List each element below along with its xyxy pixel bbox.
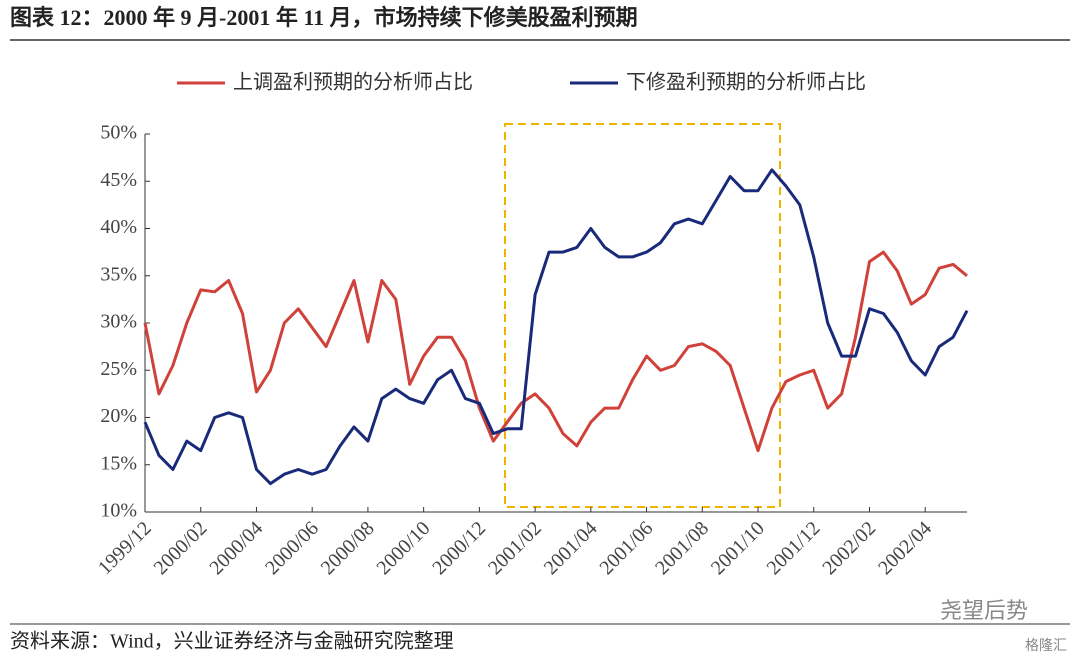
x-tick-label: 2001/06 <box>595 517 657 579</box>
y-tick-label: 30% <box>100 311 137 333</box>
y-tick-label: 25% <box>100 358 137 380</box>
x-tick-label: 2001/12 <box>763 517 825 579</box>
watermark: 尧望后势 <box>940 599 1028 624</box>
y-tick-label: 40% <box>100 216 137 238</box>
x-tick-label: 2001/10 <box>707 517 769 579</box>
y-tick-label: 45% <box>100 169 137 191</box>
x-tick-label: 1999/12 <box>94 517 156 579</box>
y-tick-label: 35% <box>100 263 137 285</box>
source: 资料来源：Wind，兴业证券经济与金融研究院整理 <box>10 630 454 653</box>
series-line <box>143 250 968 453</box>
y-tick-label: 50% <box>100 122 137 144</box>
x-tick-label: 2002/02 <box>818 517 880 579</box>
y-tick-label: 10% <box>100 500 137 522</box>
x-tick-label: 2001/08 <box>651 517 713 579</box>
highlight-box <box>504 123 781 508</box>
x-tick-label: 2000/04 <box>205 517 267 579</box>
chart-title: 图表 12：2000 年 9 月-2001 年 11 月，市场持续下修美股盈利预… <box>10 5 638 30</box>
x-tick-label: 2001/02 <box>484 517 546 579</box>
x-tick-label: 2002/04 <box>874 517 936 579</box>
legend-label: 下修盈利预期的分析师占比 <box>626 70 866 94</box>
y-tick-label: 20% <box>100 405 137 427</box>
x-tick-label: 2001/04 <box>540 517 602 579</box>
watermark: 格隆汇 <box>1025 638 1067 654</box>
legend-label: 上调盈利预期的分析师占比 <box>233 70 473 94</box>
x-tick-label: 2000/06 <box>261 517 323 579</box>
y-tick-label: 15% <box>100 452 137 474</box>
series-line <box>143 168 969 486</box>
x-tick-label: 2000/08 <box>317 517 379 579</box>
x-tick-label: 2000/12 <box>428 517 490 579</box>
x-tick-label: 2000/10 <box>373 517 435 579</box>
x-tick-label: 2000/02 <box>150 517 212 579</box>
